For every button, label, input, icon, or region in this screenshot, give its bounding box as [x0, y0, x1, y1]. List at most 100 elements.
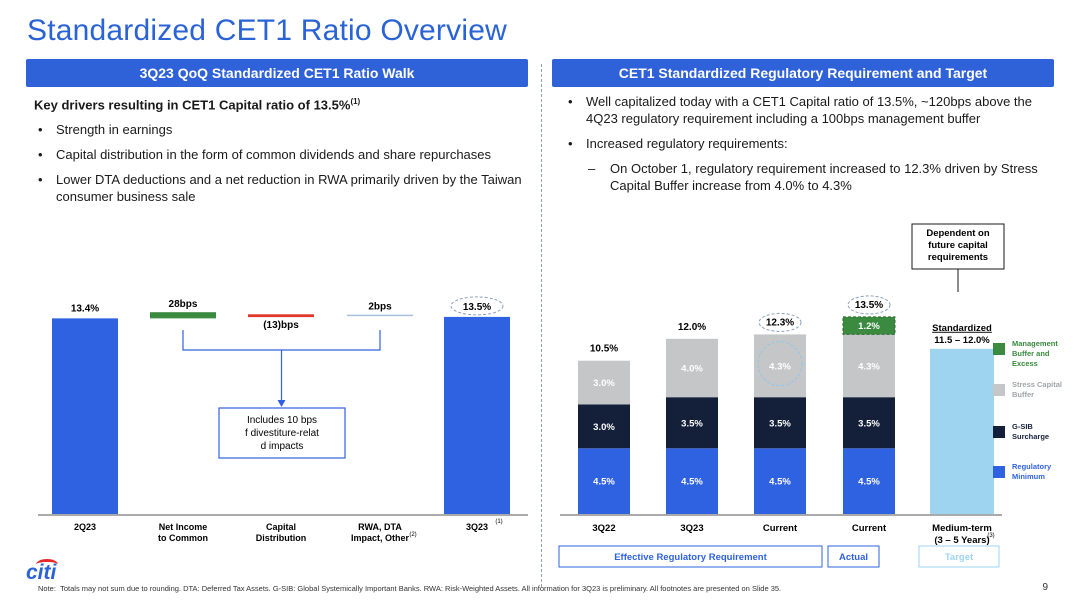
- req-seg-1-0: [666, 448, 718, 514]
- req-callout-line-0: Dependent on: [926, 228, 990, 239]
- walk-highlight-ring: [450, 296, 504, 316]
- req-target-label: Standardized: [932, 323, 992, 334]
- req-legend-swatch-2: [993, 426, 1005, 438]
- req-ring-current: [758, 312, 802, 332]
- req-target-bar: [930, 348, 994, 514]
- panel-divider: [541, 64, 542, 587]
- req-group-label-0: Effective Regulatory Requirement: [614, 552, 767, 563]
- req-legend-label-2-1: Surcharge: [1012, 432, 1049, 441]
- walk-bar-2: [248, 314, 314, 318]
- walk-tick-2-1: Distribution: [256, 533, 307, 543]
- walk-bar-4: [444, 316, 510, 514]
- req-seg-1-1: [666, 397, 718, 449]
- left-bullets: Key drivers resulting in CET1 Capital ra…: [34, 93, 524, 213]
- req-tick-0: 3Q22: [592, 523, 615, 534]
- req-legend-swatch-1: [993, 384, 1005, 396]
- req-seg-label-1-2: 4.0%: [681, 364, 703, 375]
- page-title: Standardized CET1 Ratio Overview: [27, 14, 507, 47]
- req-total-3: 13.5%: [855, 300, 883, 311]
- req-group-label-2: Target: [945, 552, 974, 563]
- citi-logo: citi: [26, 561, 57, 584]
- walk-tick-1-0: Net Income: [159, 522, 208, 532]
- req-seg-label-0-1: 3.0%: [593, 422, 615, 433]
- walk-label-3: 2bps: [368, 302, 392, 313]
- req-tick-sub-4: (3 – 5 Years): [934, 535, 989, 546]
- req-seg-label-3-0: 4.5%: [858, 477, 880, 488]
- req-legend-label-0-2: Excess: [1012, 359, 1038, 368]
- walk-callout-line-2: d impacts: [261, 441, 304, 452]
- req-ring-scb: [757, 341, 803, 387]
- left-heading: Key drivers resulting in CET1 Capital ra…: [34, 97, 361, 113]
- walk-callout-box: [218, 407, 346, 459]
- req-legend-label-3-0: Regulatory: [1012, 462, 1052, 471]
- walk-bar-1: [150, 312, 216, 319]
- req-seg-label-3-1: 3.5%: [858, 418, 880, 429]
- req-seg-label-3-2: 4.3%: [858, 361, 880, 372]
- walk-arrow-icon: [277, 400, 286, 407]
- req-tick-4: Medium-term: [932, 523, 992, 534]
- walk-label-2: (13)bps: [263, 320, 299, 331]
- walk-callout-line-1: f divestiture-relat: [245, 428, 319, 439]
- right-bullet-2: Increased regulatory requirements:: [564, 135, 1056, 152]
- req-seg-label-0-2: 3.0%: [593, 378, 615, 389]
- req-tick-fn-4: (3): [987, 533, 994, 539]
- walk-bar-3: [347, 314, 413, 317]
- req-callout-line-1: future capital: [928, 240, 988, 251]
- left-bullet-1: Strength in earnings: [34, 121, 524, 138]
- citi-logo-arc: [36, 559, 58, 570]
- req-legend-label-0-0: Management: [1012, 339, 1058, 348]
- req-legend-swatch-0: [993, 343, 1005, 355]
- req-total-2: 12.3%: [766, 317, 794, 328]
- req-legend-label-1-0: Stress Capital: [1012, 380, 1062, 389]
- walk-bracket: [182, 330, 381, 351]
- right-sub-bullet: On October 1, regulatory requirement inc…: [564, 160, 1056, 194]
- req-legend-label-3-1: Minimum: [1012, 472, 1045, 481]
- page-number: 9: [1042, 582, 1048, 593]
- right-bullets: Well capitalized today with a CET1 Capit…: [564, 93, 1056, 202]
- req-group-label-1: Actual: [839, 552, 868, 563]
- req-seg-3-1: [843, 397, 895, 449]
- walk-tick-fn-3: (2): [409, 532, 416, 538]
- req-legend-label-0-1: Buffer and: [1012, 349, 1050, 358]
- walk-label-1: 28bps: [169, 299, 198, 310]
- req-seg-2-1: [754, 397, 806, 449]
- req-callout-line-2: requirements: [928, 252, 988, 263]
- walk-bar-0: [52, 318, 118, 514]
- walk-tick-4-0: 3Q23: [466, 522, 488, 532]
- req-seg-3-2: [843, 334, 895, 398]
- left-panel-header: 3Q23 QoQ Standardized CET1 Ratio Walk: [26, 59, 528, 87]
- walk-tick-3-0: RWA, DTA: [358, 522, 402, 532]
- req-ring-mgmt: [842, 316, 896, 335]
- req-ring-actual: [847, 295, 891, 315]
- req-group-box-1: [827, 545, 880, 568]
- req-target-range: 11.5 – 12.0%: [934, 335, 990, 346]
- req-legend-label-1-1: Buffer: [1012, 390, 1034, 399]
- req-seg-label-1-0: 4.5%: [681, 477, 703, 488]
- left-bullet-2: Capital distribution in the form of comm…: [34, 146, 524, 163]
- right-bullet-1: Well capitalized today with a CET1 Capit…: [564, 93, 1056, 127]
- walk-tick-1-1: to Common: [158, 533, 208, 543]
- req-seg-label-2-2: 4.3%: [769, 361, 791, 372]
- req-legend-swatch-3: [993, 466, 1005, 478]
- req-seg-3-0: [843, 448, 895, 514]
- req-total-1: 12.0%: [678, 322, 706, 333]
- left-bullet-3: Lower DTA deductions and a net reduction…: [34, 171, 524, 205]
- req-group-box-2: [918, 545, 1000, 568]
- req-total-0: 10.5%: [590, 344, 618, 355]
- req-tick-2: Current: [763, 523, 798, 534]
- req-group-box-0: [558, 545, 823, 568]
- req-seg-label-2-1: 3.5%: [769, 418, 791, 429]
- walk-label-0: 13.4%: [71, 303, 99, 314]
- walk-label-4: 13.5%: [463, 302, 491, 313]
- req-seg-1-2: [666, 338, 718, 398]
- req-legend-label-2-0: G-SIB: [1012, 422, 1033, 431]
- req-seg-0-0: [578, 448, 630, 514]
- req-seg-label-1-1: 3.5%: [681, 418, 703, 429]
- req-seg-3-3: [843, 316, 895, 335]
- walk-tick-3-1: Impact, Other: [351, 533, 410, 543]
- req-tick-3: Current: [852, 523, 887, 534]
- footer-note: Note: Totals may not sum due to rounding…: [38, 584, 782, 593]
- walk-tick-0-0: 2Q23: [74, 522, 96, 532]
- req-seg-2-0: [754, 448, 806, 514]
